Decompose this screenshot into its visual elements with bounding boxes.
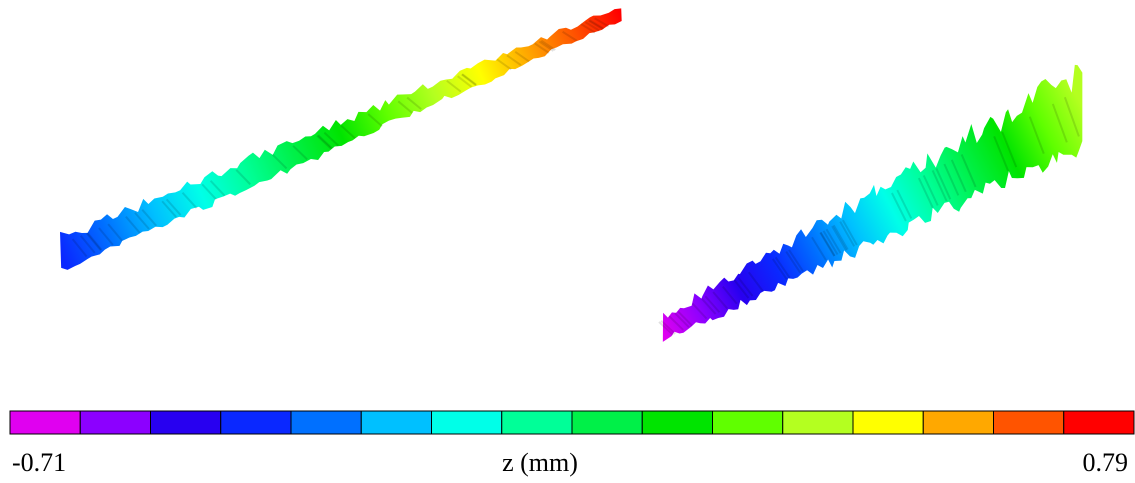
colorbar-label: z (mm)	[502, 448, 578, 477]
colorbar-segment	[853, 411, 923, 434]
surfaces	[60, 8, 1082, 341]
colorbar-tick-label: -0.71	[12, 448, 66, 477]
colorbar-segment	[642, 411, 712, 434]
colorbar-segment	[80, 411, 150, 434]
colorbar-tick-label: 0.79	[1083, 448, 1129, 477]
colorbar-segment	[361, 411, 431, 434]
colorbar-segment	[502, 411, 572, 434]
colorbar-segment	[151, 411, 221, 434]
surface	[663, 65, 1083, 342]
colorbar-segment	[923, 411, 993, 434]
colorbar-segment	[432, 411, 502, 434]
colorbar-segment	[994, 411, 1064, 434]
colorbar-segment	[221, 411, 291, 434]
colorbar	[10, 411, 1134, 434]
colorbar-segment	[713, 411, 783, 434]
colorbar-segment	[783, 411, 853, 434]
colorbar-segment	[291, 411, 361, 434]
surface	[60, 8, 622, 269]
chart: z (mm) -0.71 0.79	[0, 0, 1135, 483]
colorbar-segment	[1064, 411, 1134, 434]
colorbar-segment	[572, 411, 642, 434]
colorbar-segment	[10, 411, 80, 434]
